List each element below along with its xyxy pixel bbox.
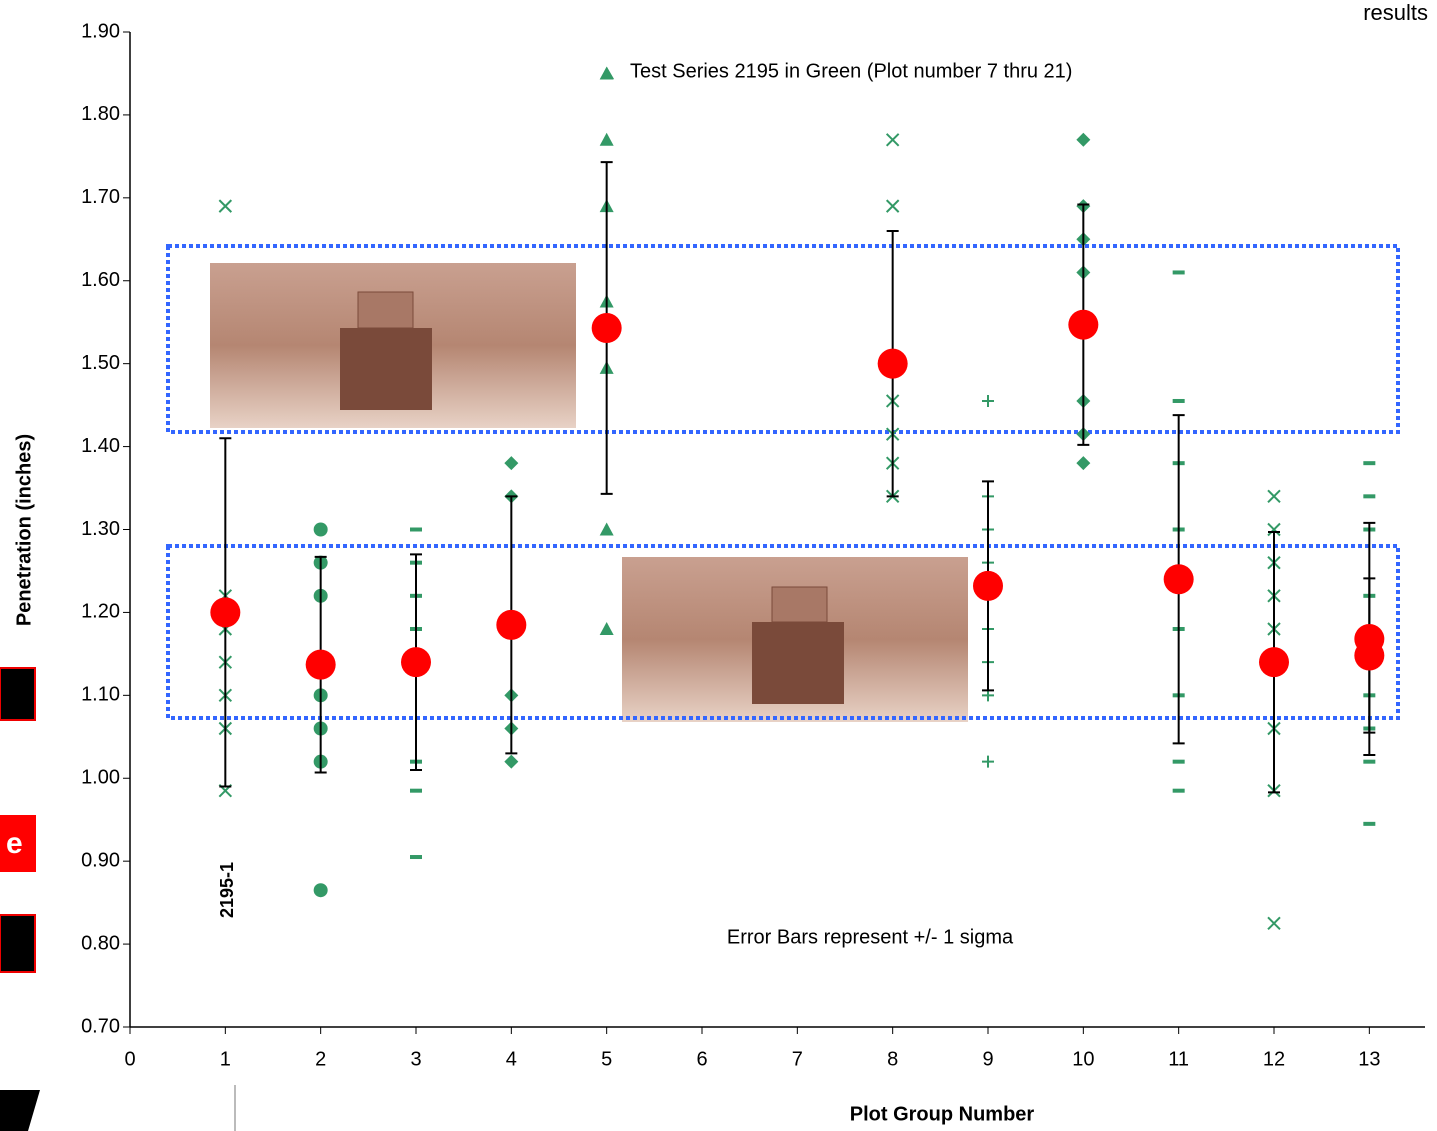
x-tick-label: 9 [982, 1048, 993, 1070]
point [982, 755, 994, 768]
y-tick-label: 1.40 [81, 435, 120, 457]
y-tick-label: 1.20 [81, 601, 120, 623]
x-tick-label: 11 [1168, 1048, 1189, 1070]
x-tick-label: 13 [1358, 1048, 1380, 1070]
annotation: 2195-1 [217, 862, 237, 918]
x-tick-label: 7 [792, 1048, 803, 1070]
mean-point [877, 348, 908, 379]
point [1267, 522, 1281, 537]
side-note: e [6, 827, 23, 860]
mean-point [496, 609, 527, 640]
x-tick-label: 1 [220, 1048, 231, 1070]
mean-point [1068, 309, 1099, 340]
x-tick-label: 12 [1263, 1048, 1285, 1070]
mean-point [591, 313, 622, 344]
point [1076, 456, 1091, 471]
y-tick-label: 0.70 [81, 1015, 120, 1037]
x-tick-label: 8 [887, 1048, 898, 1070]
logo [0, 1090, 40, 1131]
highlight-box [166, 244, 1400, 434]
point [313, 522, 328, 537]
side-block [0, 667, 36, 721]
x-tick-label: 10 [1072, 1048, 1094, 1070]
point [504, 754, 519, 769]
y-tick-label: 1.60 [81, 269, 120, 291]
point [982, 394, 994, 407]
x-tick-label: 6 [696, 1048, 707, 1070]
point [313, 883, 328, 898]
y-tick-label: 0.90 [81, 849, 120, 871]
x-tick-label: 4 [506, 1048, 517, 1070]
photo-detail [340, 328, 432, 410]
mean-point [305, 649, 336, 680]
y-tick-label: 1.10 [81, 684, 120, 706]
point [1076, 132, 1091, 147]
photo-detail [771, 586, 828, 623]
mean-point [973, 570, 1003, 601]
photo-detail [357, 291, 414, 329]
side-block [0, 815, 36, 872]
y-tick-label: 1.30 [81, 518, 120, 540]
highlight-box [166, 544, 1400, 720]
corner-note: results [1363, 0, 1428, 25]
x-tick-label: 0 [124, 1048, 135, 1070]
point [885, 199, 900, 213]
y-axis-label: Penetration (inches) [13, 434, 35, 626]
point [599, 522, 614, 536]
x-axis-label: Plot Group Number [850, 1103, 1035, 1125]
y-tick-label: 1.90 [81, 20, 120, 42]
y-tick-label: 1.00 [81, 767, 120, 789]
y-tick-label: 0.80 [81, 932, 120, 954]
x-tick-label: 3 [410, 1048, 421, 1070]
y-tick-label: 1.80 [81, 103, 120, 125]
mean-point [210, 597, 241, 628]
point [599, 622, 614, 635]
y-tick-label: 1.70 [81, 186, 120, 208]
x-tick-label: 5 [601, 1048, 612, 1070]
mean-point [401, 647, 431, 678]
point [1267, 489, 1281, 504]
annotation: Error Bars represent +/- 1 sigma [727, 926, 1014, 948]
point [1267, 916, 1281, 931]
mean-point [1259, 647, 1289, 678]
point [218, 199, 233, 213]
side-block [0, 914, 36, 973]
point [504, 456, 519, 471]
photo-detail [752, 622, 844, 704]
point [599, 66, 614, 80]
mean-point [1163, 564, 1194, 595]
annotation: Test Series 2195 in Green (Plot number 7… [630, 60, 1072, 82]
point [599, 132, 614, 146]
point [885, 133, 900, 147]
x-tick-label: 2 [315, 1048, 326, 1070]
y-tick-label: 1.50 [81, 352, 120, 374]
mean-point [1354, 640, 1385, 671]
